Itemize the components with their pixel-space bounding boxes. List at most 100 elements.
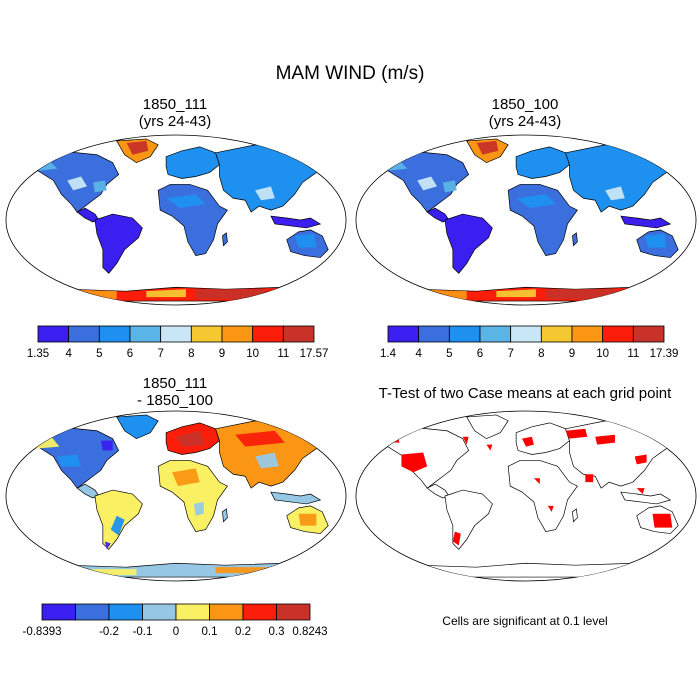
continent-africa [507,460,578,532]
data-patch [417,176,438,191]
colorbar-tick-label: 0.2 [235,626,251,638]
colorbar-swatch [510,325,542,343]
colorbar-tick-label: 0 [173,626,179,638]
panel3-colorbar: -0.8393 -0.2 -0.1 0 0.1 0.2 0.3 0.8243 [22,603,328,638]
colorbar-swatch [209,603,244,621]
colorbar-tick-label: 5 [96,348,102,360]
colorbar-tick-label: 0.8243 [292,626,327,638]
colorbar-swatch [108,603,143,621]
significant-cells [522,436,534,447]
data-patch [100,440,113,451]
colorbar-tick-label: 9 [569,348,575,360]
continent-south-america [94,213,143,274]
colorbar-tick-label: 0.3 [269,626,285,638]
continent-europe [165,146,220,179]
colorbar-tick-label: 9 [219,348,225,360]
colorbar-tick-label: 17.57 [300,348,329,360]
colorbar-swatch [98,325,131,343]
continent-new-zealand [333,524,343,541]
data-patch [110,515,125,536]
colorbar-swatch [540,325,573,343]
continent-antarctica [361,562,691,578]
continent-madagascar [222,508,228,523]
significant-cells [486,444,493,451]
panel3-title: 1850_111 - 1850_100 [75,375,275,409]
data-patch [77,569,137,576]
colorbar-tick-label: -0.8393 [22,626,61,638]
map-content [5,410,347,582]
colorbar-tick-label: 4 [65,348,72,360]
colorbar-swatch [175,603,210,621]
colorbar-swatch [37,325,70,343]
continent-madagascar [572,232,578,247]
continent-indonesia [270,491,322,505]
colorbar-tick-label: 10 [246,348,259,360]
data-patch [172,468,200,487]
panel4-note: Cells are significant at 0.1 level [442,614,608,628]
colorbar-swatch [418,325,450,343]
data-patch [298,513,317,526]
colorbar-tick-label: 11 [627,348,639,360]
panel1-map [5,134,347,306]
colorbar-tick-label: 8 [538,348,544,360]
data-patch [57,454,82,467]
colorbar-tick-label: 6 [477,348,483,360]
data-patch [294,233,317,248]
data-patch [27,158,58,171]
colorbar-swatch [190,325,223,343]
panel3-title-line2: - 1850_100 [137,392,213,409]
panel3-map [5,410,347,582]
continent-new-zealand [333,248,343,265]
data-patch [146,289,186,298]
colorbar-swatch [571,325,604,343]
data-patch [195,289,265,300]
colorbar-tick-label: 1.4 [380,348,397,360]
colorbar-tick-label: 8 [188,348,194,360]
significant-cells [547,505,554,512]
data-patch [605,186,625,201]
panel4-title: T-Test of two Case means at each grid po… [378,385,672,402]
colorbar-swatch [160,325,192,343]
data-patch [67,176,88,191]
data-patch [255,186,275,201]
data-patch [235,164,285,183]
data-patch [377,158,408,171]
colorbar-swatch [41,603,76,621]
significant-cells [636,488,645,495]
colorbar-swatch [252,325,284,343]
data-patch [516,194,556,209]
data-patch [255,452,279,469]
continent-madagascar [572,508,578,523]
continent-south-america [444,213,493,274]
panel2-title-line1: 1850_100 [491,96,559,113]
colorbar-tick-label: 1.35 [27,348,49,360]
colorbar-tick-label: 7 [157,348,163,360]
panel1-title-line1: 1850_111 [142,96,208,113]
significant-cells [462,436,469,445]
colorbar-swatch [221,325,254,343]
data-patch [496,289,536,298]
significant-cells [387,434,400,443]
colorbar-swatch [242,603,277,621]
colorbar-swatch [479,325,512,343]
colorbar-tick-label: 17.39 [650,348,679,360]
panel2-title-line2: (yrs 24-43) [488,113,562,130]
colorbar-tick-label: 5 [446,348,452,360]
colorbar-swatch [632,325,665,343]
panel2-map [355,134,697,306]
continent-europe [515,146,570,179]
significant-cells [595,434,615,445]
continent-indonesia [620,491,672,505]
continent-europe [515,422,570,455]
data-patch [92,180,107,193]
panel1-title: 1850_111 (yrs 24-43) [75,96,275,130]
data-patch [644,233,667,248]
continent-new-zealand [683,524,693,541]
panel2-title: 1850_100 (yrs 24-43) [425,96,625,130]
colorbar-swatch [129,325,162,343]
continent-indonesia [270,215,322,229]
map-content [355,410,697,582]
panel4-map [355,410,697,582]
significant-cells [452,531,461,546]
colorbar-swatch [387,325,420,343]
